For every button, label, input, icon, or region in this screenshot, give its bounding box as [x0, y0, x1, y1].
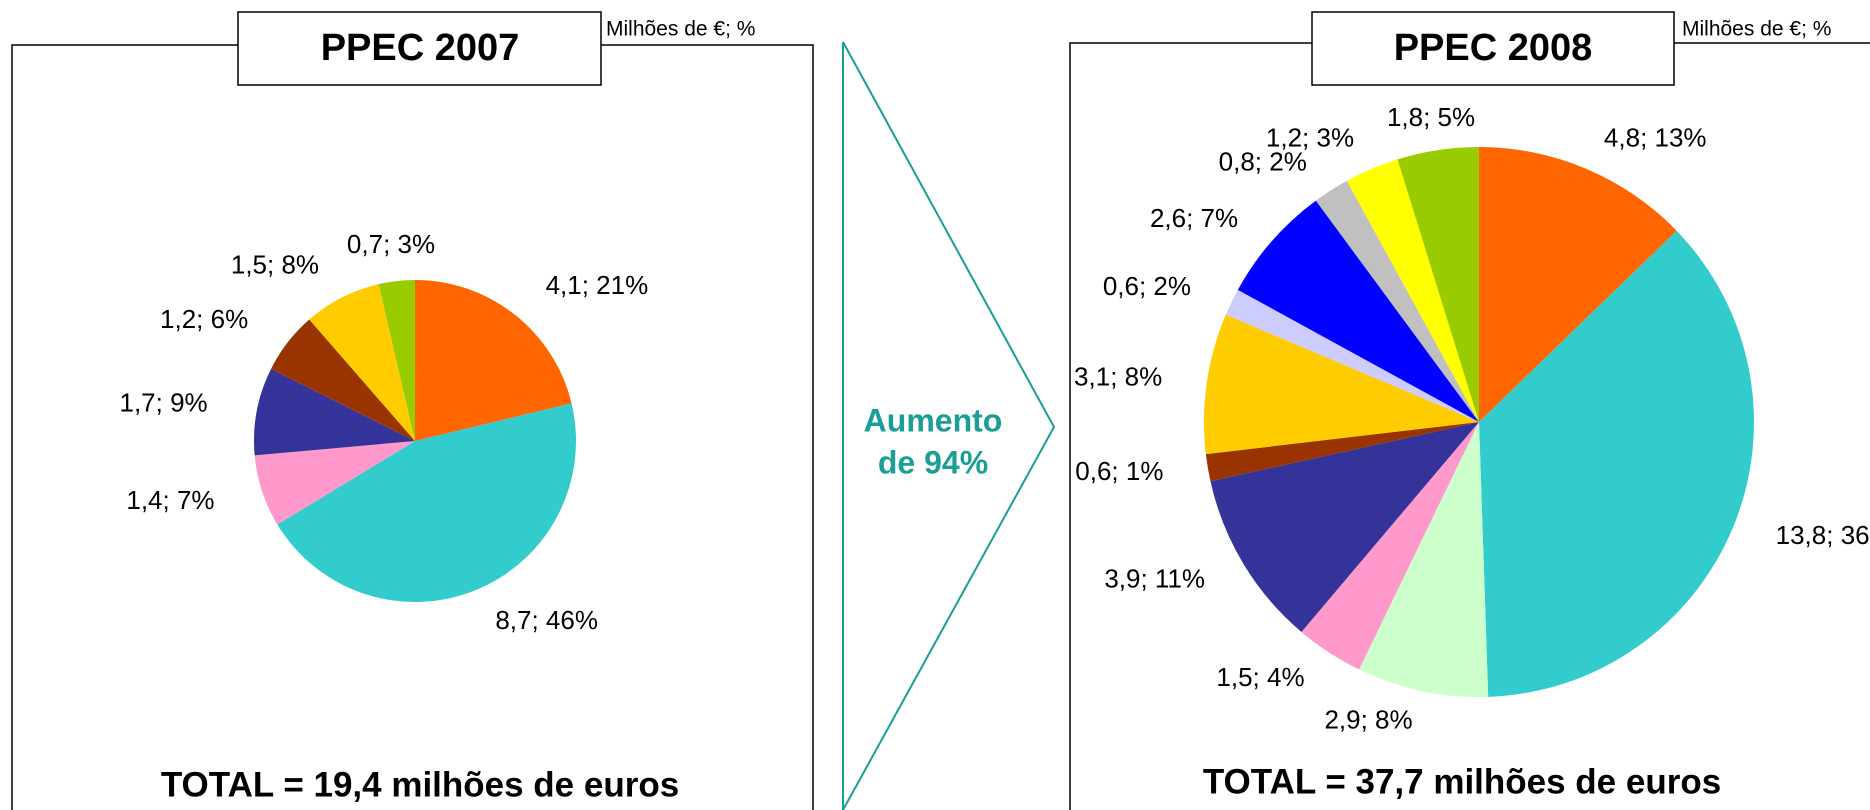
- pie-slice: [1225, 289, 1479, 422]
- pie-slice: [277, 403, 576, 602]
- arrow: [842, 41, 1056, 810]
- pie-slice: [309, 284, 415, 441]
- pie-slice: [1346, 159, 1479, 423]
- pie-slice: [1301, 422, 1479, 670]
- data-label: 1,7; 9%: [120, 387, 208, 417]
- data-label: 1,8; 5%: [1387, 102, 1475, 132]
- pie-slice: [1479, 230, 1754, 697]
- data-label: 0,6; 1%: [1075, 456, 1163, 486]
- data-label: 4,1; 21%: [546, 270, 649, 300]
- unit-label: Milhões de €; %: [1682, 18, 1831, 41]
- pie-slice: [1205, 422, 1479, 482]
- pie-slice: [415, 280, 572, 441]
- arrow-label: Aumento: [864, 402, 1003, 438]
- pie-slice: [1204, 314, 1479, 455]
- data-label: 1,2; 3%: [1266, 123, 1354, 153]
- data-label: 0,6; 2%: [1103, 271, 1191, 301]
- chart-title: PPEC 2008: [1394, 27, 1593, 69]
- pie-slice: [1210, 422, 1479, 633]
- total-label: TOTAL = 19,4 milhões de euros: [161, 765, 679, 804]
- pie-slice: [1479, 147, 1677, 422]
- pie-slice: [378, 280, 415, 441]
- total-label: TOTAL = 37,7 milhões de euros: [1203, 762, 1721, 801]
- pie-slice: [254, 441, 415, 525]
- pie-slice: [1397, 147, 1479, 422]
- title-box: [237, 11, 602, 86]
- data-label: 1,2; 6%: [160, 304, 248, 334]
- data-label: 3,1; 8%: [1074, 361, 1162, 391]
- unit-label: Milhões de €; %: [606, 18, 755, 41]
- data-label: 13,8; 36%: [1776, 520, 1870, 550]
- data-label: 2,6; 7%: [1150, 203, 1238, 233]
- chart-title: PPEC 2007: [321, 27, 520, 69]
- title-box: [1311, 11, 1675, 86]
- data-label: 8,7; 46%: [495, 605, 598, 635]
- data-label: 4,8; 13%: [1604, 123, 1707, 153]
- pie-slice: [1315, 180, 1479, 422]
- pie-slice: [271, 319, 415, 441]
- pie-slice: [1359, 422, 1489, 697]
- pie-slice: [1237, 200, 1479, 422]
- data-label: 0,8; 2%: [1219, 147, 1307, 177]
- pie-slice: [254, 368, 415, 456]
- data-label: 1,5; 8%: [231, 249, 319, 279]
- data-label: 0,7; 3%: [347, 229, 435, 259]
- arrow-label: de 94%: [878, 444, 988, 480]
- data-label: 3,9; 11%: [1104, 563, 1205, 593]
- data-label: 1,4; 7%: [126, 485, 214, 515]
- data-label: 1,5; 4%: [1216, 662, 1304, 692]
- data-label: 2,9; 8%: [1324, 705, 1412, 735]
